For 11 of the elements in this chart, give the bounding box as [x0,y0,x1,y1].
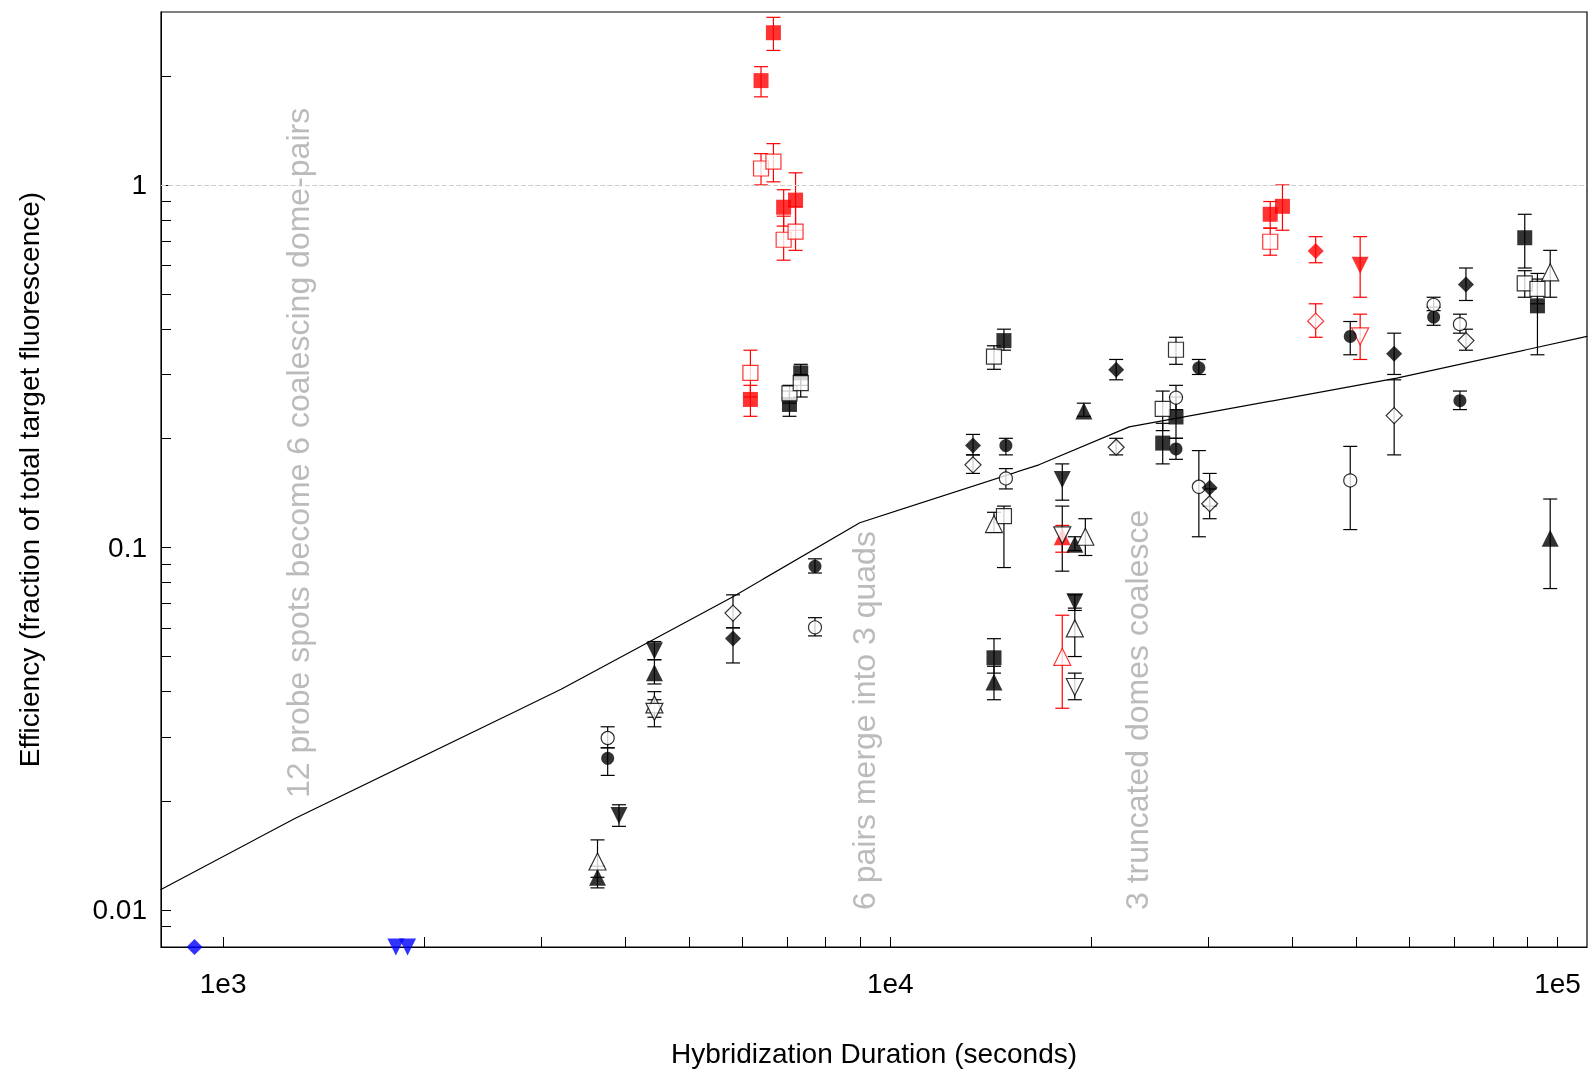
x-tick-label: 1e5 [1534,967,1581,999]
x-tick-label: 1e3 [199,967,247,999]
annotation: 3 truncated domes coalesce [1119,509,1155,910]
annotation: 12 probe spots become 6 coalescing dome-pairs [280,107,316,798]
y-tick-label: 0.01 [92,894,147,926]
y-tick-label: 0.1 [108,531,147,563]
annotation: 6 pairs merge into 3 quads [846,531,882,910]
x-axis-title: Hybridization Duration (seconds) [670,1037,1078,1069]
y-axis-title: Efficiency (fraction of total target fluorescence) [13,191,45,768]
x-tick-label: 1e4 [866,967,914,999]
y-tick-label: 1 [131,169,147,201]
